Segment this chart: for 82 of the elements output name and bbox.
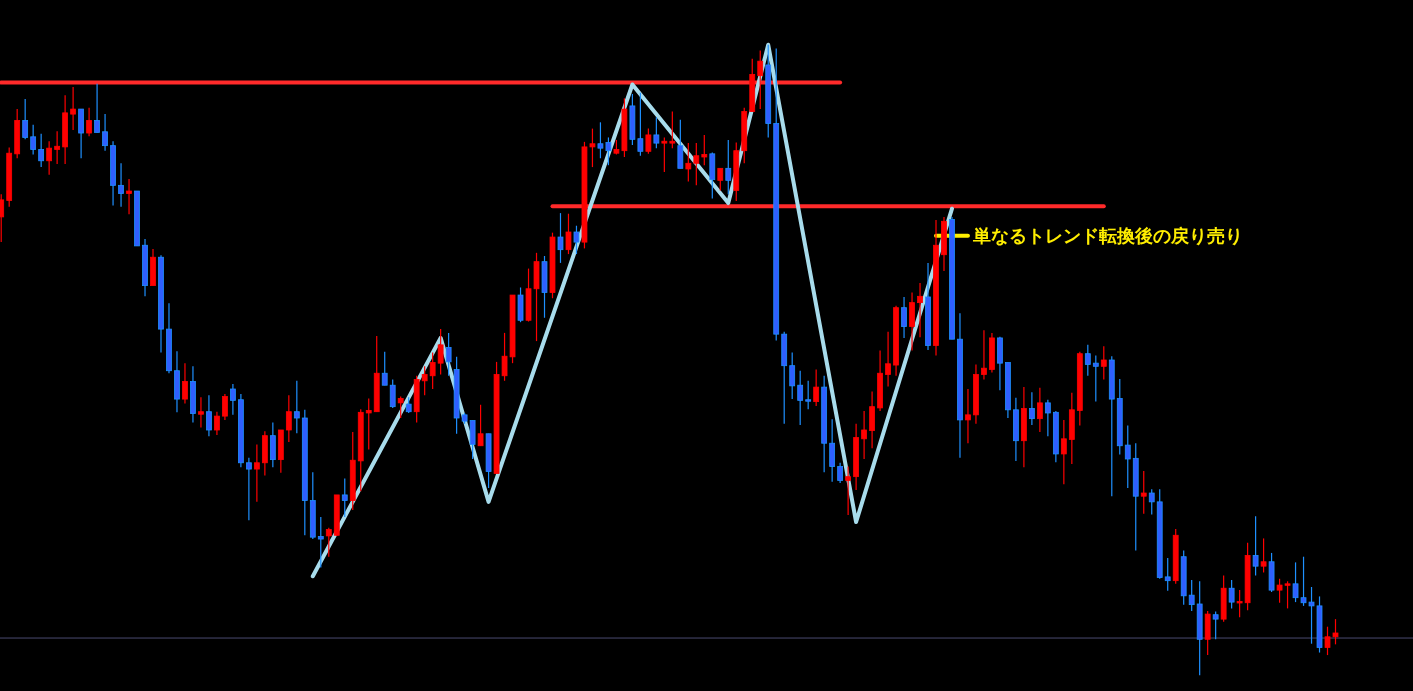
candlestick	[397, 395, 404, 419]
candlestick	[797, 370, 804, 426]
candlestick	[1140, 470, 1147, 515]
candlestick	[118, 162, 124, 208]
candlestick	[805, 380, 812, 410]
candlestick	[246, 457, 252, 521]
candlestick	[477, 404, 484, 447]
candlestick	[269, 421, 276, 468]
candlestick	[38, 133, 45, 168]
candlestick	[445, 332, 452, 377]
candlestick	[837, 462, 844, 484]
candlestick	[669, 110, 676, 149]
candlestick	[885, 331, 891, 388]
candlestick	[54, 130, 60, 165]
candlestick	[325, 527, 332, 558]
candlestick	[429, 351, 436, 390]
candlestick	[693, 142, 700, 186]
candlestick	[869, 390, 875, 449]
candlestick	[22, 98, 29, 140]
candlestick	[1060, 419, 1067, 485]
candlestick	[701, 134, 708, 166]
candlestick	[86, 107, 92, 137]
candlestick	[1148, 488, 1155, 516]
candlestick	[861, 410, 867, 460]
candlestick	[1029, 391, 1035, 426]
candlestick	[965, 388, 971, 444]
candlestick	[182, 362, 188, 405]
candlestick	[206, 394, 212, 437]
candlestick	[565, 213, 572, 255]
candlestick	[126, 178, 132, 215]
candlestick	[757, 49, 764, 110]
candlestick	[365, 397, 372, 451]
candlestick	[437, 328, 444, 376]
candlestick	[909, 291, 915, 352]
candlestick	[1164, 557, 1171, 592]
candlestick	[70, 86, 76, 131]
candlestick	[725, 139, 732, 195]
candlestick	[1092, 354, 1099, 403]
candlestick	[222, 393, 228, 421]
candlestick	[789, 351, 796, 400]
candlestick	[677, 119, 684, 169]
candlestick	[285, 394, 292, 443]
candlestick	[102, 113, 108, 152]
candlestick	[1124, 424, 1131, 489]
candlestick	[645, 128, 652, 155]
candlestick	[901, 296, 907, 339]
candlestick	[78, 108, 84, 159]
candlestick	[1037, 387, 1043, 433]
candlestick	[389, 378, 396, 409]
candlestick	[317, 516, 324, 569]
annotation: 単なるトレンド転換後の戻り売り	[971, 225, 1243, 246]
candlestick	[230, 383, 236, 416]
candlestick	[717, 167, 724, 191]
candlestick	[1044, 399, 1051, 437]
candlestick	[341, 477, 348, 518]
candlestick	[845, 465, 851, 516]
candlestick	[685, 142, 692, 183]
candlestick	[1228, 579, 1235, 610]
candlestick	[557, 212, 564, 264]
candlestick	[813, 368, 820, 407]
candlestick	[981, 329, 987, 381]
candlestick	[573, 225, 580, 255]
candlestick	[1252, 515, 1259, 577]
candlestick	[829, 418, 836, 483]
candlestick	[1100, 345, 1107, 381]
candlestick	[653, 116, 660, 149]
candlestick	[917, 282, 923, 338]
candlestick	[0, 193, 5, 243]
candlestick	[421, 365, 428, 396]
candlestick	[1212, 610, 1219, 640]
candlestick	[293, 380, 300, 434]
candlestick	[1260, 537, 1267, 574]
candlestick	[254, 443, 260, 503]
candlestick	[46, 140, 53, 176]
candlestick	[661, 136, 668, 173]
candlestick	[1084, 344, 1091, 377]
candlestick	[94, 83, 100, 133]
candlestick	[1188, 579, 1195, 612]
candlestick	[214, 411, 220, 436]
candlestick	[30, 124, 37, 156]
candlestick	[381, 351, 388, 386]
candlestick	[198, 396, 204, 429]
